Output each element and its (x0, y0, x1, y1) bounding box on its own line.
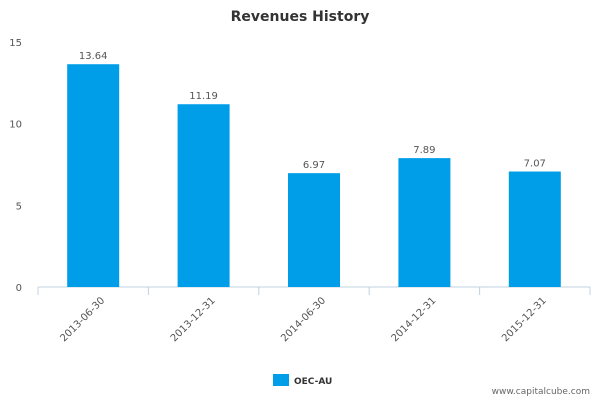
y-axis: 0 5 10 15 (9, 38, 22, 294)
bar[interactable] (177, 104, 230, 287)
bar-series (67, 64, 561, 287)
data-labels: 13.64 11.19 6.97 7.89 7.07 (79, 51, 546, 171)
y-tick-label: 5 (16, 201, 22, 212)
bar[interactable] (67, 64, 120, 287)
bar[interactable] (398, 158, 451, 287)
bar-value-label: 7.89 (413, 145, 435, 156)
bar-value-label: 13.64 (79, 51, 108, 62)
x-tick-label: 2015-12-31 (500, 295, 549, 344)
x-tick-label: 2013-06-30 (58, 295, 107, 344)
y-tick-label: 15 (9, 38, 22, 49)
y-tick-label: 10 (9, 120, 22, 131)
bar[interactable] (288, 173, 340, 287)
bar[interactable] (508, 171, 561, 287)
bar-value-label: 7.07 (524, 159, 546, 170)
chart-title: Revenues History (231, 9, 370, 25)
legend-swatch[interactable] (273, 374, 289, 386)
bar-value-label: 11.19 (189, 91, 218, 102)
x-axis: 2013-06-30 2013-12-31 2014-06-30 2014-12-31… (37, 287, 591, 344)
y-tick-label: 0 (16, 283, 22, 294)
x-tick-label: 2014-12-31 (390, 295, 439, 344)
legend-label[interactable]: OEC-AU (294, 377, 332, 387)
legend[interactable]: OEC-AU (273, 374, 332, 387)
x-tick-label: 2014-06-30 (279, 295, 328, 344)
watermark: www.capitalcube.com (492, 387, 590, 397)
bar-value-label: 6.97 (303, 160, 325, 171)
x-tick-label: 2013-12-31 (169, 295, 218, 344)
